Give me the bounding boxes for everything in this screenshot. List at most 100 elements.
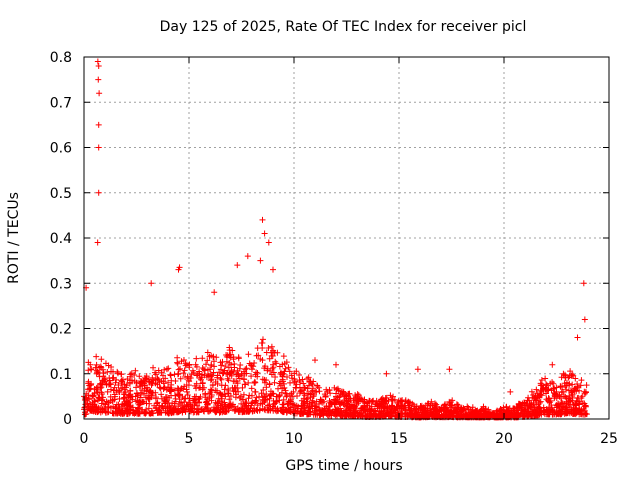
data-point xyxy=(237,393,244,400)
data-point xyxy=(185,399,192,406)
data-point xyxy=(248,392,255,399)
data-point xyxy=(94,239,101,246)
data-point xyxy=(113,401,120,408)
data-point xyxy=(240,396,247,403)
data-point xyxy=(326,412,333,419)
data-point xyxy=(114,370,121,377)
data-point xyxy=(145,405,152,412)
data-point xyxy=(104,368,111,375)
data-point xyxy=(418,412,425,419)
data-point xyxy=(527,412,534,419)
data-point xyxy=(286,368,293,375)
data-point xyxy=(260,387,267,394)
data-point xyxy=(113,405,120,412)
data-point xyxy=(101,405,108,412)
data-point xyxy=(314,410,321,417)
data-point xyxy=(249,366,255,373)
data-point xyxy=(124,410,131,417)
data-point xyxy=(305,374,312,381)
data-point xyxy=(538,377,545,384)
data-point xyxy=(165,399,172,406)
data-point xyxy=(163,386,170,393)
data-point xyxy=(327,390,334,397)
data-point xyxy=(207,386,214,393)
data-point xyxy=(199,386,206,393)
data-point xyxy=(226,396,233,403)
data-point xyxy=(244,405,251,412)
data-point xyxy=(286,392,293,399)
data-point xyxy=(578,377,585,384)
data-point xyxy=(234,367,241,374)
data-point xyxy=(566,404,573,411)
data-point xyxy=(265,402,272,409)
data-point xyxy=(99,366,106,373)
data-point xyxy=(219,370,226,377)
data-point xyxy=(253,394,260,401)
data-point xyxy=(388,403,395,410)
data-point xyxy=(168,377,175,384)
data-point xyxy=(176,264,183,271)
y-tick-label: 0.4 xyxy=(50,231,72,247)
data-point xyxy=(245,351,252,358)
data-point xyxy=(559,400,566,407)
data-point xyxy=(533,386,540,393)
data-point xyxy=(323,386,330,393)
data-point xyxy=(228,369,235,376)
data-point xyxy=(309,399,316,406)
data-point xyxy=(248,373,255,380)
data-point xyxy=(501,406,507,413)
data-point xyxy=(302,402,309,409)
data-point xyxy=(537,380,544,387)
data-point xyxy=(184,388,191,395)
data-point xyxy=(126,392,133,399)
data-point xyxy=(103,398,110,405)
data-point xyxy=(90,392,97,399)
data-point xyxy=(251,378,258,385)
data-point xyxy=(254,345,261,352)
data-point xyxy=(98,390,105,397)
grid xyxy=(84,57,609,419)
data-point xyxy=(203,374,210,381)
data-points xyxy=(81,58,590,421)
data-point xyxy=(313,398,320,405)
data-point xyxy=(242,400,249,407)
x-axis-title: GPS time / hours xyxy=(285,458,402,474)
data-point xyxy=(216,398,223,405)
data-point xyxy=(163,366,170,373)
data-point xyxy=(107,386,114,393)
data-point xyxy=(283,409,290,416)
data-point xyxy=(490,411,497,418)
data-point xyxy=(228,361,234,368)
data-point xyxy=(243,365,250,372)
data-point xyxy=(121,381,128,388)
x-tick-label: 10 xyxy=(285,431,303,447)
data-point xyxy=(277,378,284,385)
data-point xyxy=(248,402,255,409)
data-point xyxy=(180,370,187,377)
data-point xyxy=(231,403,238,410)
data-point xyxy=(296,372,303,379)
data-point xyxy=(221,367,228,374)
data-point xyxy=(84,400,91,407)
data-point xyxy=(285,364,292,371)
data-point xyxy=(128,406,135,413)
data-point xyxy=(142,394,149,401)
data-point xyxy=(97,363,104,370)
data-point xyxy=(93,361,100,368)
data-point xyxy=(335,398,342,405)
data-point xyxy=(530,406,537,413)
data-point xyxy=(361,396,368,403)
data-point xyxy=(114,368,121,375)
data-point xyxy=(283,359,290,366)
data-point xyxy=(533,397,540,404)
data-point xyxy=(312,357,318,364)
data-point xyxy=(231,364,238,371)
data-point xyxy=(257,257,264,264)
data-point xyxy=(448,402,455,409)
data-point xyxy=(378,401,385,408)
data-point xyxy=(548,405,555,412)
data-point xyxy=(541,411,548,418)
data-point xyxy=(110,410,117,417)
data-point xyxy=(557,411,564,418)
data-point xyxy=(280,401,287,408)
